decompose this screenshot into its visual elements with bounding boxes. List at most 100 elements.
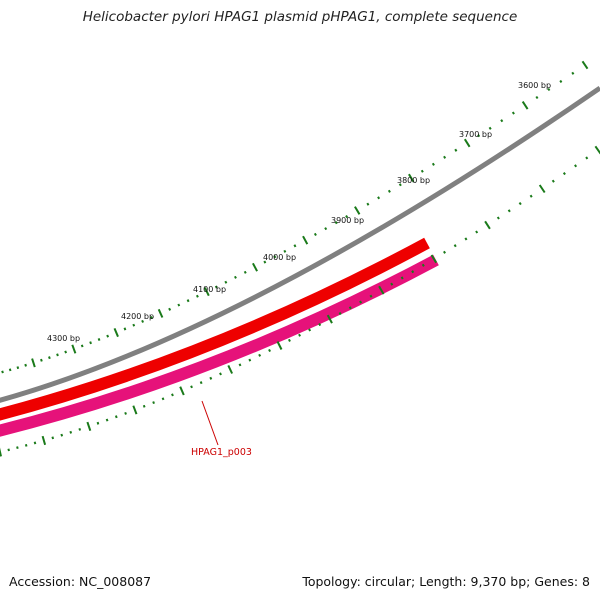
ruler-minor-tick	[105, 418, 109, 422]
ruler-major-tick	[203, 287, 210, 297]
feature-label-hpag1-p003[interactable]: HPAG1_p003	[191, 447, 252, 458]
ruler-minor-tick	[132, 323, 136, 327]
ruler-minor-tick	[559, 79, 563, 83]
ruler-minor-tick	[190, 385, 193, 389]
ruler-major-tick	[430, 254, 438, 264]
ruler-minor-tick	[152, 401, 155, 405]
ruler-minor-tick	[518, 202, 522, 206]
ruler-minor-tick	[496, 216, 500, 220]
ruler-minor-tick	[421, 263, 425, 267]
ruler-minor-tick	[24, 443, 28, 447]
ruler-minor-tick	[488, 126, 492, 130]
ruler-minor-tick	[283, 249, 287, 253]
ruler-minor-tick	[334, 221, 338, 225]
ruler-minor-tick	[40, 358, 43, 362]
ruler-major-tick	[408, 173, 415, 183]
ruler-major-tick	[484, 220, 491, 230]
ruler-minor-tick	[443, 155, 447, 159]
ruler-minor-tick	[475, 230, 479, 234]
ruler-minor-tick	[219, 372, 222, 376]
ruler-major-tick	[227, 364, 234, 374]
map-title: Helicobacter pylori HPAG1 plasmid pHPAG1…	[82, 9, 518, 25]
inner-ruler-ticks	[0, 145, 600, 457]
ruler-minor-tick	[453, 244, 457, 248]
ruler-minor-tick	[547, 87, 551, 92]
outer-ruler-ticks	[1, 60, 589, 374]
ruler-minor-tick	[168, 307, 172, 311]
ruler-label-3600: 3600 bp	[518, 81, 551, 90]
ruler-major-tick	[86, 421, 92, 432]
ruler-major-tick	[354, 206, 361, 215]
ruler-major-tick	[538, 184, 546, 194]
ruler-minor-tick	[585, 156, 589, 160]
ruler-major-tick	[41, 435, 47, 446]
ruler-minor-tick	[348, 306, 352, 310]
ruler-minor-tick	[186, 299, 190, 303]
ruler-major-tick	[463, 138, 471, 148]
ruler-minor-tick	[338, 312, 342, 316]
ruler-minor-tick	[313, 232, 317, 236]
ruler-minor-tick	[268, 348, 271, 353]
ruler-minor-tick	[214, 285, 218, 289]
ruler-minor-tick	[263, 260, 267, 264]
ruler-minor-tick	[33, 441, 37, 445]
ruler-minor-tick	[431, 162, 435, 166]
ruler-major-tick	[594, 145, 600, 155]
ruler-minor-tick	[24, 363, 27, 367]
gene-feature-arc[interactable]	[0, 254, 439, 437]
ruler-minor-tick	[60, 433, 64, 437]
ruler-label-3900: 3900 bp	[331, 216, 364, 225]
ruler-minor-tick	[1, 370, 4, 374]
ruler-major-tick	[581, 60, 589, 70]
ruler-minor-tick	[199, 381, 203, 385]
ruler-major-tick	[326, 314, 333, 324]
ruler-minor-tick	[124, 411, 127, 415]
ruler-minor-tick	[345, 215, 349, 219]
ruler-minor-tick	[551, 179, 555, 183]
ruler-major-tick	[157, 308, 164, 318]
ruler-minor-tick	[16, 446, 19, 450]
ruler-label-3800: 3800 bp	[397, 176, 430, 185]
ruler-minor-tick	[366, 202, 370, 206]
ruler-minor-tick	[571, 71, 575, 75]
ruler-minor-tick	[369, 294, 373, 298]
feature-label-leader	[201, 400, 219, 446]
cds-feature-arc[interactable]	[0, 237, 430, 421]
ruler-minor-tick	[106, 334, 110, 338]
ruler-major-tick	[31, 358, 36, 368]
ruler-minor-tick	[64, 350, 68, 354]
ruler-label-4300: 4300 bp	[47, 334, 80, 343]
ruler-label-3700: 3700 bp	[459, 130, 492, 139]
ruler-minor-tick	[535, 95, 539, 100]
ruler-major-tick	[302, 235, 309, 245]
ruler-minor-tick	[324, 227, 328, 231]
ruler-minor-tick	[293, 244, 297, 248]
ruler-minor-tick	[387, 189, 391, 193]
ruler-major-tick	[276, 341, 283, 350]
ruler-major-tick	[0, 447, 2, 457]
ruler-minor-tick	[56, 353, 59, 357]
ruler-minor-tick	[529, 194, 533, 198]
ruler-major-tick	[132, 405, 138, 415]
ruler-minor-tick	[443, 250, 446, 254]
ruler-minor-tick	[288, 338, 291, 342]
ruler-label-4000: 4000 bp	[263, 253, 296, 262]
ruler-minor-tick	[390, 282, 394, 286]
ruler-minor-tick	[142, 404, 146, 408]
ruler-minor-tick	[16, 366, 20, 370]
ruler-minor-tick	[477, 134, 481, 138]
ruler-minor-tick	[80, 344, 84, 348]
ruler-minor-tick	[574, 164, 578, 168]
ruler-major-tick	[71, 344, 77, 354]
ruler-minor-tick	[464, 237, 468, 241]
ruler-minor-tick	[400, 276, 404, 280]
ruler-minor-tick	[377, 196, 381, 200]
ruler-minor-tick	[78, 427, 82, 431]
ruler-minor-tick	[359, 300, 363, 304]
ruler-minor-tick	[507, 209, 511, 213]
ruler-minor-tick	[195, 294, 199, 298]
ruler-minor-tick	[258, 353, 262, 357]
ruler-minor-tick	[177, 303, 181, 307]
